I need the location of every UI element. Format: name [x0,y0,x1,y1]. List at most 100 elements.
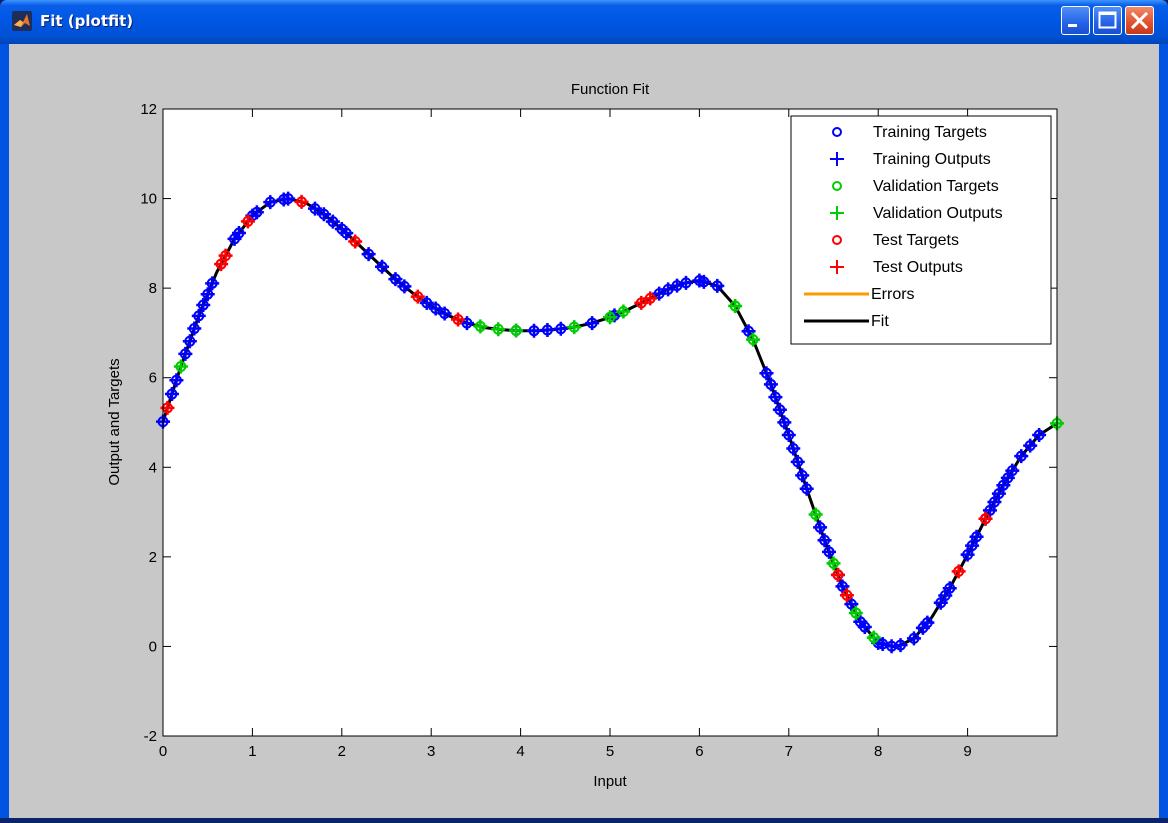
training-output-point [178,346,193,361]
x-tick-label: 3 [427,743,435,760]
training-output-point [772,402,787,417]
legend-marker-plus [830,206,844,220]
training-output-point [281,191,296,206]
training-output-point [249,205,264,220]
training-output-point [263,195,278,210]
training-output-point [375,259,390,274]
test-output-point [839,588,854,603]
validation-output-point [866,630,881,645]
validation-output-point [603,310,617,325]
legend-marker-circle [832,181,842,191]
validation-output-point [808,507,823,522]
training-output-point [678,275,693,290]
validation-output-point [509,323,524,338]
training-output-point [799,481,814,496]
x-tick-label: 0 [159,743,167,760]
training-output-point [906,631,921,646]
training-output-point [459,316,474,331]
maximize-icon [1098,11,1117,29]
x-tick-label: 5 [606,743,614,760]
legend-label: Training Outputs [873,151,991,168]
test-output-point [451,312,466,327]
training-output-point [1023,438,1038,453]
minimize-button[interactable] [1061,6,1090,35]
training-output-point [987,494,1002,509]
training-output-point [777,415,792,430]
validation-output-point [473,319,488,334]
training-output-point [696,274,711,289]
close-button[interactable] [1125,6,1154,35]
x-axis-label: Input [593,773,627,790]
training-output-point [1032,428,1047,443]
y-tick-label: 4 [149,459,157,476]
training-output-point [965,538,980,553]
validation-output-point [173,359,188,374]
minimize-icon [1068,24,1077,27]
test-output-point [830,567,845,582]
legend: Training Targets Training Outputs Validati… [790,115,1052,345]
training-output-point [540,323,555,338]
training-output-point [169,373,184,388]
training-output-point [844,597,859,612]
training-output-point [527,323,542,338]
legend-label: Test Targets [873,232,959,249]
training-output-point [786,441,801,456]
test-output-point [978,511,993,526]
legend-label: Validation Targets [873,178,999,195]
training-output-point [857,620,872,635]
validation-output-point [826,556,841,571]
y-tick-label: 2 [149,549,157,566]
training-output-point [339,226,354,241]
title-bar[interactable]: Fit (plotfit) [0,0,1168,44]
training-output-point [196,298,211,313]
maximize-button[interactable] [1093,6,1122,35]
test-output-point [214,257,229,272]
training-output-point [817,533,832,548]
legend-label: Fit [871,313,889,330]
matlab-icon [12,11,32,31]
test-output-point [634,295,649,310]
window-border-left [0,44,9,818]
training-output-point [768,390,783,405]
training-output-point [982,503,997,518]
training-output-point [585,316,600,331]
training-output-point [553,321,568,336]
test-output-point [643,291,658,306]
training-output-point [1005,463,1020,478]
legend-marker-circle [832,235,842,245]
validation-output-point [746,332,761,347]
x-tick-label: 8 [874,743,882,760]
x-tick-label: 4 [516,743,524,760]
chart-title: Function Fit [571,81,650,98]
training-output-point [187,321,202,336]
test-output-point [218,248,233,263]
training-output-point [960,547,975,562]
x-tick-label: 9 [963,743,971,760]
y-tick-label: 6 [149,370,157,387]
y-tick-label: -2 [144,728,157,745]
training-output-point [822,544,837,559]
y-axis-label: Output and Targets [106,358,123,485]
training-output-point [942,581,957,596]
training-output-point [893,638,908,653]
validation-output-point [848,605,863,620]
legend-marker-plus [830,152,844,166]
training-output-point [763,377,778,392]
x-tick-label: 2 [338,743,346,760]
legend-label: Test Outputs [873,259,963,276]
training-output-point [316,207,331,222]
training-output-point [835,579,850,594]
test-output-point [951,564,966,579]
training-output-point [920,615,935,630]
y-tick-label: 8 [149,280,157,297]
training-output-point [661,282,676,297]
training-output-point [969,529,984,544]
training-output-point [437,306,452,321]
validation-output-point [491,322,506,337]
y-tick-label: 10 [140,191,157,208]
legend-label: Validation Outputs [873,205,1003,222]
training-output-point [790,454,805,469]
training-output-point [307,201,322,216]
x-tick-label: 1 [248,743,256,760]
